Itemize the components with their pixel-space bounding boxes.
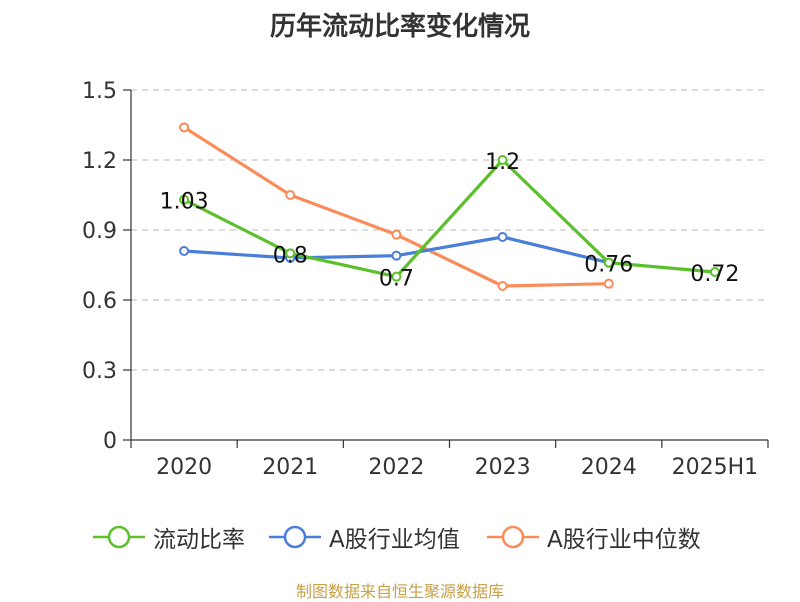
series-layer: [179, 122, 720, 291]
data-point: [709, 267, 720, 277]
legend-label: 流动比率: [153, 527, 245, 553]
legend-line-circle-icon: [93, 525, 145, 549]
x-tick-label: 2021: [262, 455, 318, 480]
data-point: [603, 257, 614, 268]
x-tick-label: 2022: [368, 455, 424, 480]
data-point: [497, 232, 508, 242]
series-line: [183, 158, 716, 279]
x-tick-label: 2025H1: [672, 455, 759, 480]
legend-label: A股行业中位数: [547, 527, 701, 553]
legend-label: A股行业均值: [329, 527, 460, 553]
legend-item-industry-mean[interactable]: A股行业均值: [269, 520, 460, 554]
y-tick-label: 0.3: [82, 359, 117, 384]
data-label: 0.7: [379, 267, 414, 292]
data-label-layer: 1.03 0.8 0.7 1.2 0.76 0.72: [160, 150, 740, 292]
legend-item-current-ratio[interactable]: 流动比率: [93, 520, 245, 554]
data-point: [391, 250, 402, 261]
data-point: [285, 248, 296, 259]
grid-layer: [131, 89, 768, 371]
y-tick-label: 0: [103, 429, 117, 454]
source-note: 制图数据来自恒生聚源数据库: [295, 582, 504, 601]
data-point: [179, 246, 190, 256]
y-tick-label: 1.2: [82, 149, 117, 174]
data-point: [497, 281, 508, 291]
series-line: [183, 125, 609, 288]
x-tick-label: 2023: [475, 455, 531, 480]
data-label: 0.76: [584, 253, 633, 278]
data-point: [497, 155, 508, 165]
data-label: 0.72: [690, 262, 739, 287]
legend-item-industry-median[interactable]: A股行业中位数: [487, 520, 701, 554]
data-point: [391, 271, 402, 282]
legend-line-circle-icon: [269, 525, 321, 549]
data-point: [603, 278, 614, 289]
data-label: 0.8: [273, 243, 308, 268]
legend-line-circle-icon: [487, 525, 539, 549]
data-point: [285, 190, 296, 200]
y-tick-label: 0.9: [82, 219, 117, 244]
y-tick-label: 1.5: [82, 79, 117, 104]
data-point: [179, 194, 190, 205]
axis-layer: 0 0.3 0.6 0.9 1.2 1.5 2020 2021 2022 2023 2024 2025…: [82, 79, 769, 480]
x-tick-label: 2020: [156, 455, 212, 480]
data-label: 1.03: [160, 190, 209, 215]
chart-title: 历年流动比率变化情况: [269, 12, 530, 42]
x-tick-label: 2024: [581, 455, 637, 480]
data-point: [179, 122, 190, 133]
data-point: [391, 229, 402, 240]
legend: 流动比率 A股行业均值 A股行业中位数: [0, 520, 800, 554]
data-label: 1.2: [485, 150, 520, 175]
y-tick-label: 0.6: [82, 289, 117, 314]
